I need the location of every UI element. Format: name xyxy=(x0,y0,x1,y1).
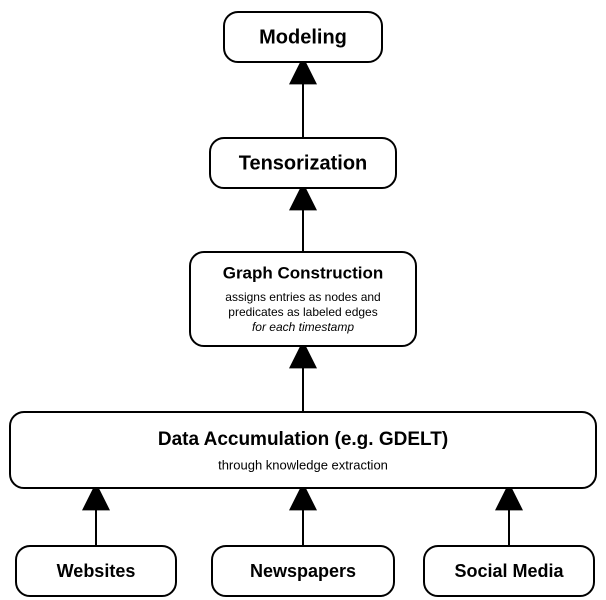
node-modeling: Modeling xyxy=(224,12,382,62)
node-title: Websites xyxy=(57,561,136,581)
node-title: Modeling xyxy=(259,26,347,48)
node-sub: predicates as labeled edges xyxy=(228,305,377,319)
node-accum: Data Accumulation (e.g. GDELT) through kn… xyxy=(10,412,596,488)
node-title: Social Media xyxy=(454,561,564,581)
node-graph: Graph Construction assigns entries as nod… xyxy=(190,252,416,346)
node-title: Newspapers xyxy=(250,561,356,581)
node-sub: through knowledge extraction xyxy=(218,457,388,472)
node-sub: assigns entries as nodes and xyxy=(225,290,380,304)
flowchart-canvas: Modeling Tensorization Graph Construction a… xyxy=(0,0,606,600)
node-tensorization: Tensorization xyxy=(210,138,396,188)
node-title: Graph Construction xyxy=(223,263,384,282)
node-websites: Websites xyxy=(16,546,176,596)
node-newspapers: Newspapers xyxy=(212,546,394,596)
node-sub: for each timestamp xyxy=(252,320,354,334)
node-title: Data Accumulation (e.g. GDELT) xyxy=(158,429,448,450)
node-title: Tensorization xyxy=(239,152,368,174)
node-social: Social Media xyxy=(424,546,594,596)
